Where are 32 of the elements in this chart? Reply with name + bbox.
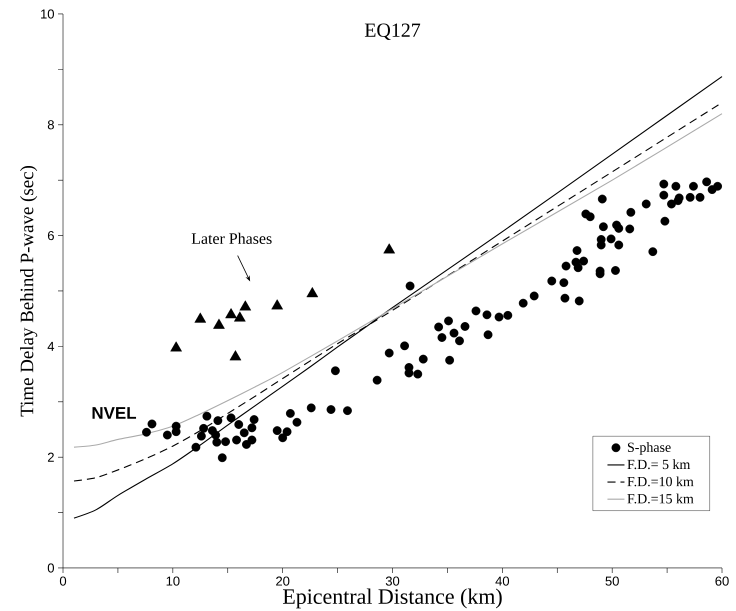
x-tick-label: 40 [495,576,510,586]
point [230,350,242,360]
point [194,312,206,323]
point [271,299,284,310]
annotation: Later Phases [192,232,272,244]
y-tick-label: 4 [48,342,54,351]
x-tick-label: 60 [715,576,729,586]
x-tick-label: 20 [276,576,290,586]
legend-label: F.D.=15 km [627,494,694,504]
x-tick-label: 50 [605,576,619,586]
y-tick-label: 0 [48,563,54,573]
y-axis-title: Time Delay Behind P-wave (sec) [20,166,38,416]
y-tick-label: 10 [41,9,54,19]
legend-label: S-phase [628,442,671,455]
x-tick-label: 10 [166,576,180,586]
point [383,243,396,254]
point [234,311,246,322]
y-tick-label: 8 [48,120,54,130]
point [240,300,252,310]
x-tick-label: 30 [386,576,400,586]
x-axis-title: Epicentral Distance (km) [282,588,502,608]
annotation: NVEL [92,407,136,419]
point [306,287,318,298]
y-tick-label: 2 [48,452,54,462]
point [225,308,237,318]
point [170,341,182,352]
y-tick-label: 6 [48,230,54,240]
legend-label: F.D.= 5 km [627,459,690,470]
chart-title: EQ127 [364,24,420,40]
point [213,318,225,329]
x-tick-label: 0 [60,576,66,586]
legend-label: F.D.=10 km [627,476,694,486]
